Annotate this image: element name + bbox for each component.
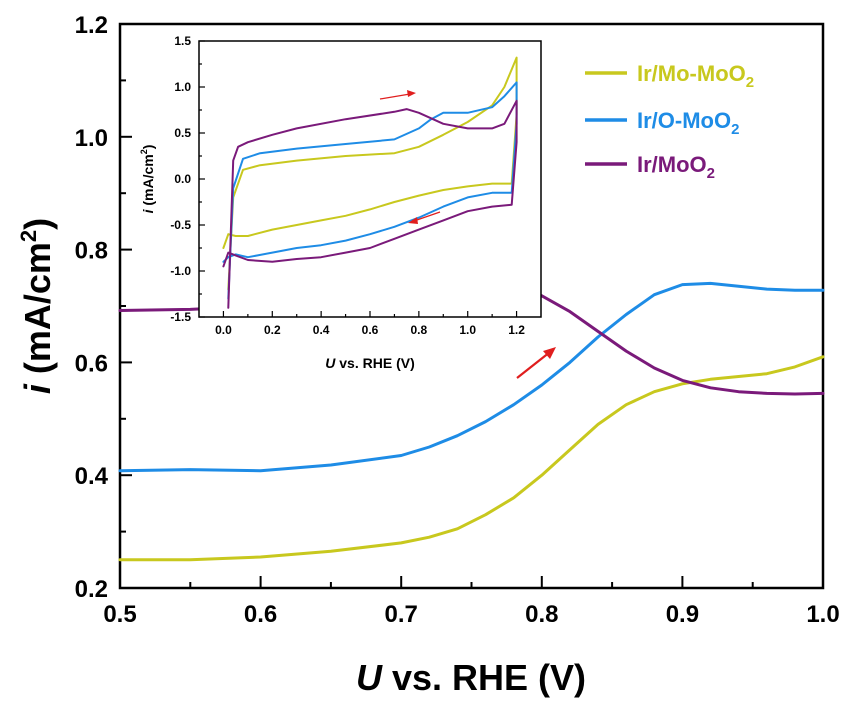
inset-y-axis-var: i bbox=[140, 208, 156, 213]
main-series-ir-mo-moo2 bbox=[118, 355, 825, 562]
inset-series-ir-moo2 bbox=[222, 99, 518, 309]
main-series-ir-o-moo2 bbox=[118, 281, 825, 473]
main-y-tick-label: 0.2 bbox=[75, 576, 108, 603]
inset-y-tick-label: -1.0 bbox=[170, 264, 191, 278]
legend-entry-ir-moo2: Ir/MoO2 bbox=[585, 152, 715, 182]
inset-axes: 0.0 0.2 0.4 0.6 0.8 1.0 1.2 -1.5 -1.0 -0.5 0.0 0.5… bbox=[139, 34, 542, 371]
main-x-tick-label: 0.6 bbox=[244, 601, 277, 628]
main-y-tick-label: 1.2 bbox=[75, 12, 108, 39]
main-y-axis-label: i (mA/cm2) bbox=[16, 218, 58, 394]
inset-x-tick-label: 0.0 bbox=[215, 323, 232, 337]
inset-x-axis-rest: vs. RHE (V) bbox=[335, 355, 414, 371]
main-x-tick-label: 0.5 bbox=[103, 601, 136, 628]
inset-x-tick-label: 0.4 bbox=[313, 323, 330, 337]
inset-x-ticks: 0.0 0.2 0.4 0.6 0.8 1.0 1.2 bbox=[215, 311, 525, 337]
inset-background bbox=[199, 41, 541, 317]
legend-entry-ir-o-moo2: Ir/O-MoO2 bbox=[585, 108, 739, 138]
inset-y-axis-rest: (mA/cm bbox=[140, 154, 156, 209]
main-x-tick-label: 0.7 bbox=[385, 601, 418, 628]
main-x-ticks: 0.5 0.6 0.7 0.8 0.9 1.0 bbox=[103, 576, 840, 628]
sweep-direction-arrow bbox=[516, 347, 556, 379]
legend-label-ir-moo2: Ir/MoO2 bbox=[637, 152, 715, 182]
inset-y-tick-label: 1.5 bbox=[174, 34, 191, 48]
main-series-group bbox=[118, 274, 825, 562]
legend-label-ir-mo-moo2: Ir/Mo-MoO2 bbox=[637, 61, 754, 91]
main-x-axis-var: U bbox=[356, 657, 383, 698]
main-y-tick-label: 0.4 bbox=[75, 463, 109, 490]
main-x-tick-label: 0.8 bbox=[525, 601, 558, 628]
main-y-tick-label: 0.6 bbox=[75, 350, 108, 377]
main-x-tick-label: 0.9 bbox=[666, 601, 699, 628]
main-y-ticks: 0.2 0.4 0.6 0.8 1.0 1.2 bbox=[75, 12, 132, 603]
inset-series-group bbox=[222, 56, 518, 309]
inset-y-axis-sup: 2 bbox=[139, 149, 149, 154]
main-y-axis-rest: (mA/cm bbox=[17, 242, 58, 384]
inset-x-tick-label: 1.0 bbox=[459, 323, 476, 337]
main-y-tick-label: 1.0 bbox=[75, 125, 108, 152]
main-y-axis-sup: 2 bbox=[16, 230, 41, 242]
main-y-axis-var: i bbox=[17, 383, 58, 394]
inset-x-tick-label: 1.2 bbox=[508, 323, 525, 337]
main-x-axis-label: U vs. RHE (V) bbox=[356, 657, 586, 698]
inset-x-tick-label: 0.8 bbox=[411, 323, 428, 337]
inset-series-ir-o-moo2 bbox=[222, 81, 518, 300]
inset-y-tick-label: -0.5 bbox=[170, 218, 191, 232]
inset-y-tick-label: 0.5 bbox=[174, 126, 191, 140]
inset-x-axis-label: U vs. RHE (V) bbox=[325, 355, 414, 371]
inset-anodic-arrow bbox=[379, 90, 416, 100]
main-y-tick-label: 0.8 bbox=[75, 238, 108, 265]
inset-cathodic-arrow bbox=[408, 211, 441, 224]
inset-y-ticks: -1.5 -1.0 -0.5 0.0 0.5 1.0 1.5 bbox=[170, 34, 205, 324]
main-x-tick-label: 1.0 bbox=[806, 601, 839, 628]
inset-y-tick-label: 1.0 bbox=[174, 80, 191, 94]
inset-x-axis-var: U bbox=[325, 355, 336, 371]
main-x-axis-rest: vs. RHE (V) bbox=[382, 657, 586, 698]
inset-x-tick-label: 0.6 bbox=[362, 323, 379, 337]
inset-y-tick-label: 0.0 bbox=[174, 172, 191, 186]
legend: Ir/Mo-MoO2 Ir/O-MoO2 Ir/MoO2 bbox=[585, 61, 754, 182]
inset-x-tick-label: 0.2 bbox=[264, 323, 281, 337]
inset-y-tick-label: -1.5 bbox=[170, 310, 191, 324]
main-axes: 0.5 0.6 0.7 0.8 0.9 1.0 0.2 0.4 0.6 0.8 1.0 1.2 U … bbox=[16, 12, 840, 698]
legend-entry-ir-mo-moo2: Ir/Mo-MoO2 bbox=[585, 61, 754, 91]
main-y-axis-end: ) bbox=[17, 218, 58, 230]
legend-label-ir-o-moo2: Ir/O-MoO2 bbox=[637, 108, 739, 138]
inset-y-axis-end: ) bbox=[140, 145, 156, 150]
inset-y-axis-label: i (mA/cm2) bbox=[139, 145, 156, 214]
